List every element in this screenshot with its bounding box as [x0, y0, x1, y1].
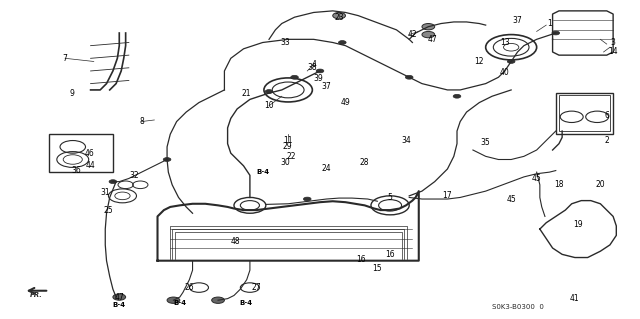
Text: 11: 11	[284, 136, 293, 145]
Text: 18: 18	[554, 180, 564, 189]
Text: 23: 23	[334, 13, 344, 22]
Circle shape	[316, 69, 324, 73]
Text: 30: 30	[280, 158, 290, 167]
Text: 2: 2	[604, 136, 609, 145]
Text: 37: 37	[321, 82, 332, 91]
Text: B-4: B-4	[256, 169, 269, 175]
Text: 33: 33	[280, 38, 290, 47]
Text: S0K3-B0300  0: S0K3-B0300 0	[492, 304, 543, 309]
Text: 20: 20	[596, 180, 605, 189]
Circle shape	[167, 297, 180, 303]
Text: 7: 7	[63, 54, 68, 63]
Circle shape	[109, 180, 116, 183]
Text: FR.: FR.	[30, 293, 43, 299]
Text: 28: 28	[360, 158, 369, 167]
Text: 24: 24	[321, 165, 331, 174]
Text: 25: 25	[104, 206, 113, 215]
Circle shape	[113, 294, 125, 300]
Text: 6: 6	[604, 111, 609, 120]
Text: 26: 26	[184, 283, 194, 292]
Circle shape	[552, 31, 559, 35]
Text: 45: 45	[506, 195, 516, 204]
Text: 46: 46	[84, 149, 94, 158]
Bar	[559, 95, 610, 131]
Text: 5: 5	[388, 193, 392, 202]
Text: B-4: B-4	[239, 300, 252, 306]
Text: 13: 13	[500, 38, 509, 47]
Circle shape	[453, 94, 461, 98]
Text: 22: 22	[287, 152, 296, 161]
Text: 47: 47	[115, 293, 124, 301]
Text: B-4: B-4	[173, 300, 186, 306]
Text: 36: 36	[72, 166, 81, 175]
Circle shape	[422, 24, 435, 30]
Text: 21: 21	[242, 89, 252, 98]
Text: 31: 31	[100, 188, 110, 197]
Circle shape	[339, 41, 346, 44]
Text: 19: 19	[573, 220, 583, 229]
Circle shape	[163, 158, 171, 161]
Circle shape	[303, 197, 311, 201]
Text: 16: 16	[385, 250, 395, 259]
Text: 17: 17	[443, 191, 452, 200]
Text: 9: 9	[69, 89, 74, 98]
Text: 44: 44	[86, 161, 95, 170]
Text: 48: 48	[231, 237, 241, 246]
Text: 32: 32	[129, 171, 139, 180]
Text: 1: 1	[547, 19, 552, 28]
Text: 39: 39	[314, 74, 324, 83]
Circle shape	[291, 75, 298, 79]
Bar	[49, 134, 113, 172]
Bar	[556, 93, 613, 134]
Text: 10: 10	[264, 101, 274, 110]
Text: 40: 40	[500, 68, 509, 77]
Text: B-4: B-4	[113, 302, 126, 308]
Text: 29: 29	[282, 142, 292, 151]
Text: 12: 12	[474, 57, 484, 66]
Circle shape	[508, 60, 515, 63]
Text: 34: 34	[401, 136, 411, 145]
Circle shape	[212, 297, 225, 303]
Text: 41: 41	[570, 294, 580, 303]
Text: 47: 47	[428, 35, 438, 44]
Text: 14: 14	[608, 48, 618, 56]
Circle shape	[405, 75, 413, 79]
Text: 35: 35	[481, 137, 490, 147]
Text: 49: 49	[340, 98, 350, 107]
Text: 37: 37	[513, 16, 522, 25]
Text: 8: 8	[140, 117, 144, 126]
Text: 38: 38	[308, 63, 317, 72]
Text: 42: 42	[408, 30, 417, 39]
Text: 27: 27	[252, 283, 261, 292]
Text: 4: 4	[311, 60, 316, 69]
Text: 3: 3	[611, 38, 616, 47]
Circle shape	[265, 90, 273, 93]
Circle shape	[422, 32, 435, 38]
Circle shape	[333, 12, 346, 19]
Text: 45: 45	[532, 174, 541, 183]
Text: 15: 15	[372, 264, 382, 273]
Text: 16: 16	[356, 255, 366, 263]
